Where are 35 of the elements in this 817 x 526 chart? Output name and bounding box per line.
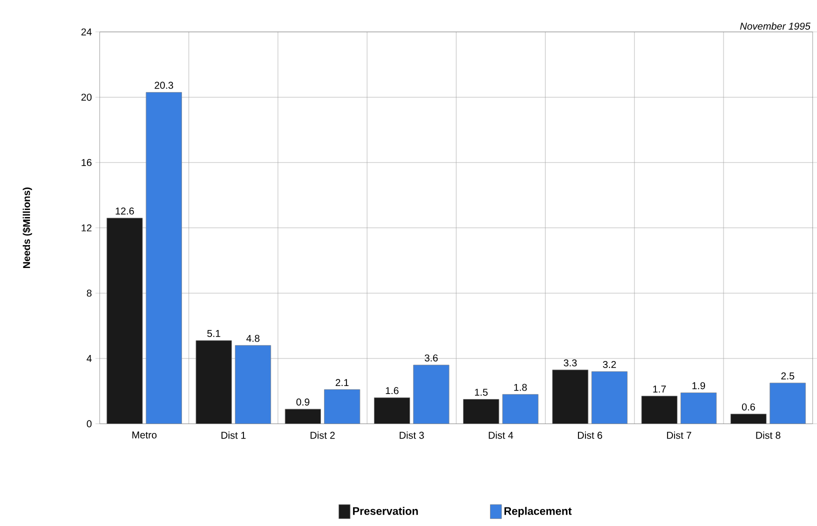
data-label: 1.8 [514, 384, 527, 391]
data-label: 2.5 [781, 372, 794, 380]
x-tick-label: Metro [132, 431, 157, 438]
data-label: 1.9 [692, 382, 706, 390]
data-label: 3.6 [424, 354, 438, 362]
data-label: 4.8 [246, 334, 260, 342]
x-tick-label: Dist 4 [488, 431, 514, 439]
x-tick-label: Dist 7 [667, 431, 692, 439]
data-label: 12.6 [116, 207, 134, 214]
text: November 1995 [740, 22, 810, 30]
y-tick-label: 20 [81, 93, 92, 100]
data-label: 1.5 [475, 388, 488, 396]
data-label: 1.6 [386, 386, 398, 394]
y-tick-label: 8 [86, 289, 92, 296]
x-tick-label: Dist 1 [222, 431, 246, 439]
x-tick-label: Dist 8 [756, 431, 780, 439]
data-label: 5.1 [207, 330, 220, 337]
data-label: 3.2 [602, 360, 616, 368]
data-label: 1.7 [653, 385, 666, 392]
x-tick-label: Dist 2 [310, 431, 335, 439]
legend-label: Replacement [504, 506, 572, 517]
legend-label: Preservation [353, 506, 418, 515]
data-label: 0.9 [296, 398, 310, 406]
y-tick-label: 4 [86, 354, 92, 362]
x-tick-label: Dist 3 [400, 431, 424, 439]
y-tick-label: 24 [81, 28, 92, 36]
y-tick-label: 16 [82, 158, 92, 166]
y-axis-title: Needs ($Millions) [22, 187, 32, 268]
data-label: 0.6 [742, 403, 755, 410]
data-label: 3.3 [564, 359, 577, 366]
y-tick-label: 0 [86, 420, 92, 428]
x-tick-label: Dist 6 [578, 431, 602, 439]
y-tick-label: 12 [82, 224, 92, 232]
data-label: 2.1 [336, 378, 349, 386]
data-label: 20.3 [154, 82, 174, 89]
